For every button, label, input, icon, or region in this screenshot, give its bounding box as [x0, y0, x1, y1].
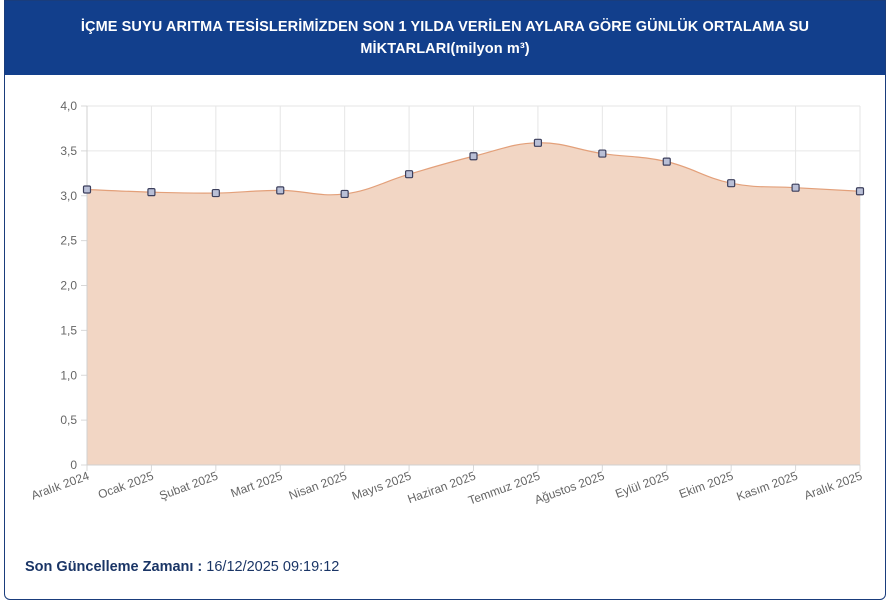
y-tick-label: 0,5	[60, 413, 77, 427]
x-tick-label: Aralık 2025	[802, 469, 864, 503]
chart-title: İÇME SUYU ARITMA TESİSLERİMİZDEN SON 1 Y…	[80, 19, 810, 57]
area-chart: 0 0,5 1,0 1,5 2,0 2,5 3,0 3,5 4,0 Aralık 2024 Ocak…	[29, 99, 865, 508]
x-tick-label: Haziran 2025	[406, 469, 478, 507]
data-point	[147, 188, 156, 197]
y-tick-label: 3,0	[60, 189, 77, 203]
x-tick-label: Mayıs 2025	[350, 469, 413, 503]
x-tick-label: Ekim 2025	[677, 469, 735, 502]
data-point	[340, 189, 349, 199]
data-point	[727, 179, 736, 188]
chart-header: İÇME SUYU ARITMA TESİSLERİMİZDEN SON 1 Y…	[5, 1, 885, 75]
data-point	[469, 152, 478, 161]
data-point	[533, 138, 543, 147]
y-tick-label: 1,5	[60, 323, 77, 337]
x-tick-label: Mart 2025	[229, 469, 285, 501]
y-tick-label: 1,0	[60, 368, 77, 382]
x-tick-label: Temmuz 2025	[466, 469, 542, 508]
last-update: Son Güncelleme Zamanı : 16/12/2025 09:19…	[25, 559, 339, 575]
data-point	[211, 188, 220, 198]
data-point	[82, 185, 92, 194]
data-point	[855, 187, 865, 196]
x-tick-label: Nisan 2025	[287, 469, 349, 503]
last-update-label: Son Güncelleme Zamanı :	[25, 559, 203, 575]
y-tick-label: 0	[70, 458, 77, 472]
chart-card: İÇME SUYU ARITMA TESİSLERİMİZDEN SON 1 Y…	[4, 0, 886, 600]
data-point	[598, 149, 607, 158]
data-point	[404, 170, 414, 179]
area-fill	[87, 142, 860, 465]
y-tick-label: 2,0	[60, 279, 77, 293]
y-tick-label: 2,5	[60, 234, 77, 248]
data-point	[276, 186, 285, 195]
data-point	[662, 157, 671, 166]
x-tick-label: Eylül 2025	[613, 469, 671, 501]
x-tick-label: Ocak 2025	[96, 469, 156, 502]
x-tick-label: Kasım 2025	[735, 469, 800, 504]
last-update-value: 16/12/2025 09:19:12	[206, 559, 340, 575]
x-tick-label: Şubat 2025	[157, 469, 220, 503]
x-tick-label: Aralık 2024	[29, 469, 91, 503]
y-tick-label: 4,0	[60, 99, 77, 113]
data-point	[791, 183, 800, 192]
y-tick-label: 3,5	[60, 144, 77, 158]
x-tick-label: Ağustos 2025	[533, 469, 607, 507]
